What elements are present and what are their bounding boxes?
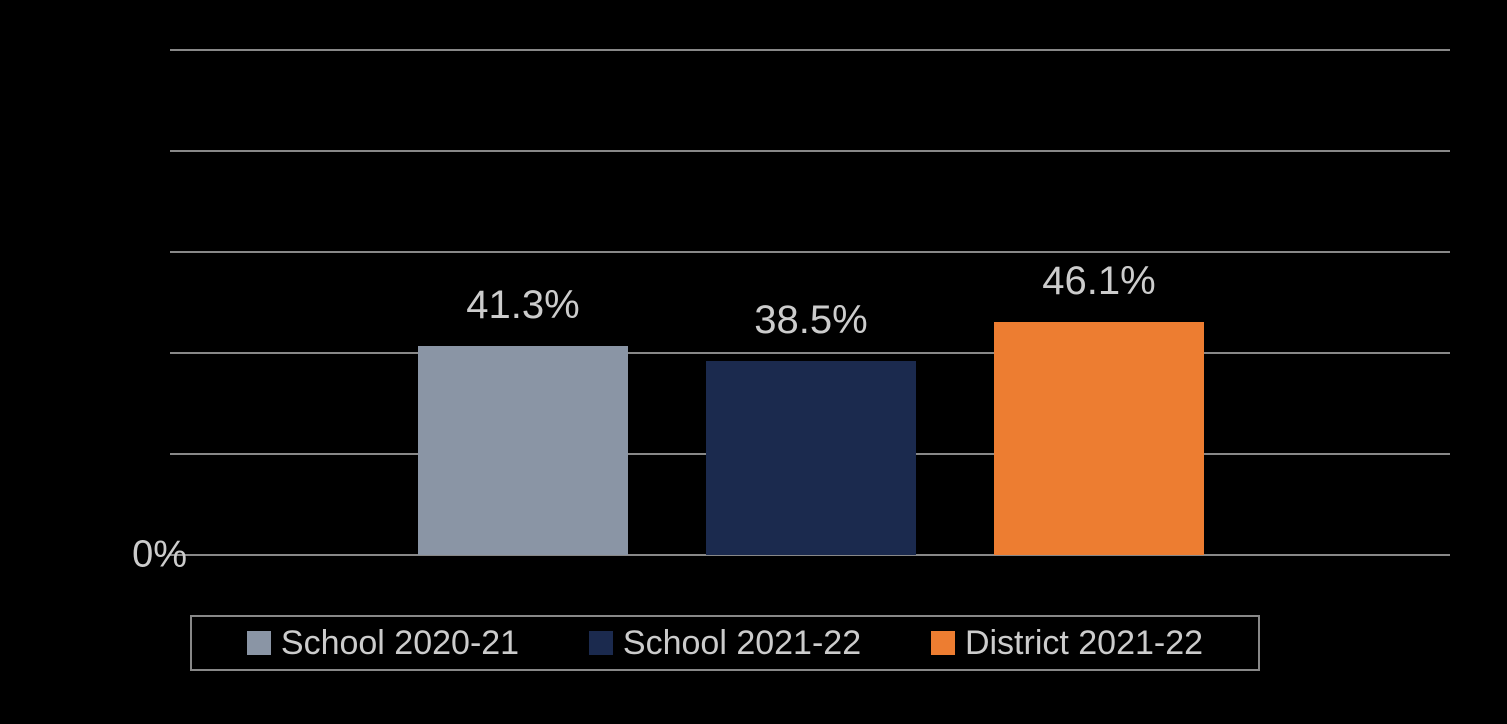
legend-swatch: [931, 631, 955, 655]
legend-item-district-2021-22: District 2021-22: [931, 624, 1203, 663]
bars-area: 41.3% 38.5% 46.1%: [170, 50, 1450, 555]
bar-value-label: 38.5%: [754, 298, 867, 343]
legend-label: School 2021-22: [623, 624, 861, 663]
bar-district-2021-22: 46.1%: [994, 322, 1204, 555]
legend: School 2020-21 School 2021-22 District 2…: [190, 615, 1260, 671]
legend-label: School 2020-21: [281, 624, 519, 663]
plot-area: 41.3% 38.5% 46.1%: [170, 50, 1450, 555]
legend-label: District 2021-22: [965, 624, 1203, 663]
legend-swatch: [589, 631, 613, 655]
legend-item-school-2021-22: School 2021-22: [589, 624, 861, 663]
legend-swatch: [247, 631, 271, 655]
bar-chart: 41.3% 38.5% 46.1% 0% 20% 40% 60% 80% 100…: [20, 20, 1487, 704]
y-tick-label: 0%: [47, 534, 187, 577]
bar-school-2020-21: 41.3%: [418, 346, 628, 555]
legend-item-school-2020-21: School 2020-21: [247, 624, 519, 663]
bar-value-label: 41.3%: [466, 283, 579, 328]
bar-school-2021-22: 38.5%: [706, 361, 916, 555]
bar-value-label: 46.1%: [1042, 259, 1155, 304]
